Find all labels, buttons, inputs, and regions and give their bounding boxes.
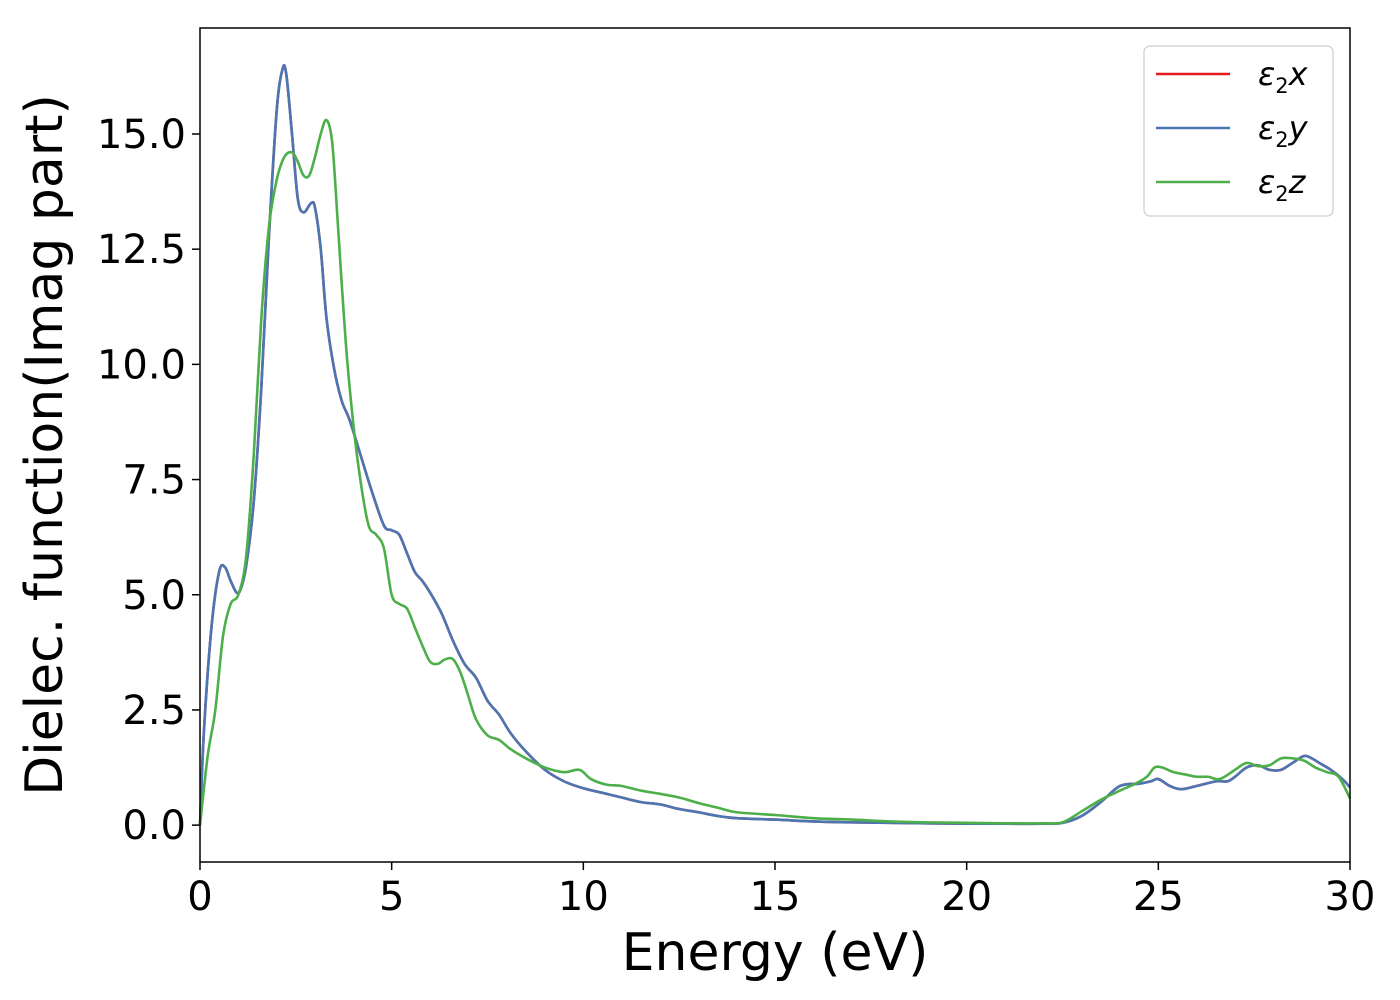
x-tick-label: 15	[750, 874, 801, 920]
legend-box	[1143, 45, 1334, 217]
legend: ε2x ε2y ε2z	[1143, 45, 1334, 217]
series-line-z	[198, 118, 1352, 826]
ticks-layer: 0 5 10 15 20 25 30 0.0 2.5 5.0 7.5 10.0 12.5 15.0	[97, 112, 1376, 920]
y-tick-label: 12.5	[97, 227, 186, 273]
x-tick-label: 30	[1325, 874, 1376, 920]
y-tick-label: 0.0	[122, 803, 186, 849]
x-tick-label: 5	[379, 874, 404, 920]
legend-label: ε2z	[1258, 163, 1307, 206]
series-line-y	[198, 64, 1351, 826]
y-tick-label: 7.5	[122, 458, 186, 504]
y-axis-title: Dielec. function(Imag part)	[15, 94, 75, 796]
y-tick-label: 15.0	[97, 112, 186, 158]
legend-label: ε2y	[1258, 109, 1309, 152]
x-tick-label: 20	[941, 874, 992, 920]
y-tick-label: 10.0	[97, 342, 186, 388]
x-axis-title: Energy (eV)	[622, 923, 929, 983]
y-tick-label: 2.5	[122, 688, 186, 734]
legend-label: ε2x	[1258, 55, 1309, 98]
x-tick-label: 25	[1133, 874, 1184, 920]
y-tick-label: 5.0	[122, 573, 186, 619]
x-tick-label: 0	[187, 874, 212, 920]
x-tick-label: 10	[558, 874, 609, 920]
series-layer	[198, 64, 1352, 826]
